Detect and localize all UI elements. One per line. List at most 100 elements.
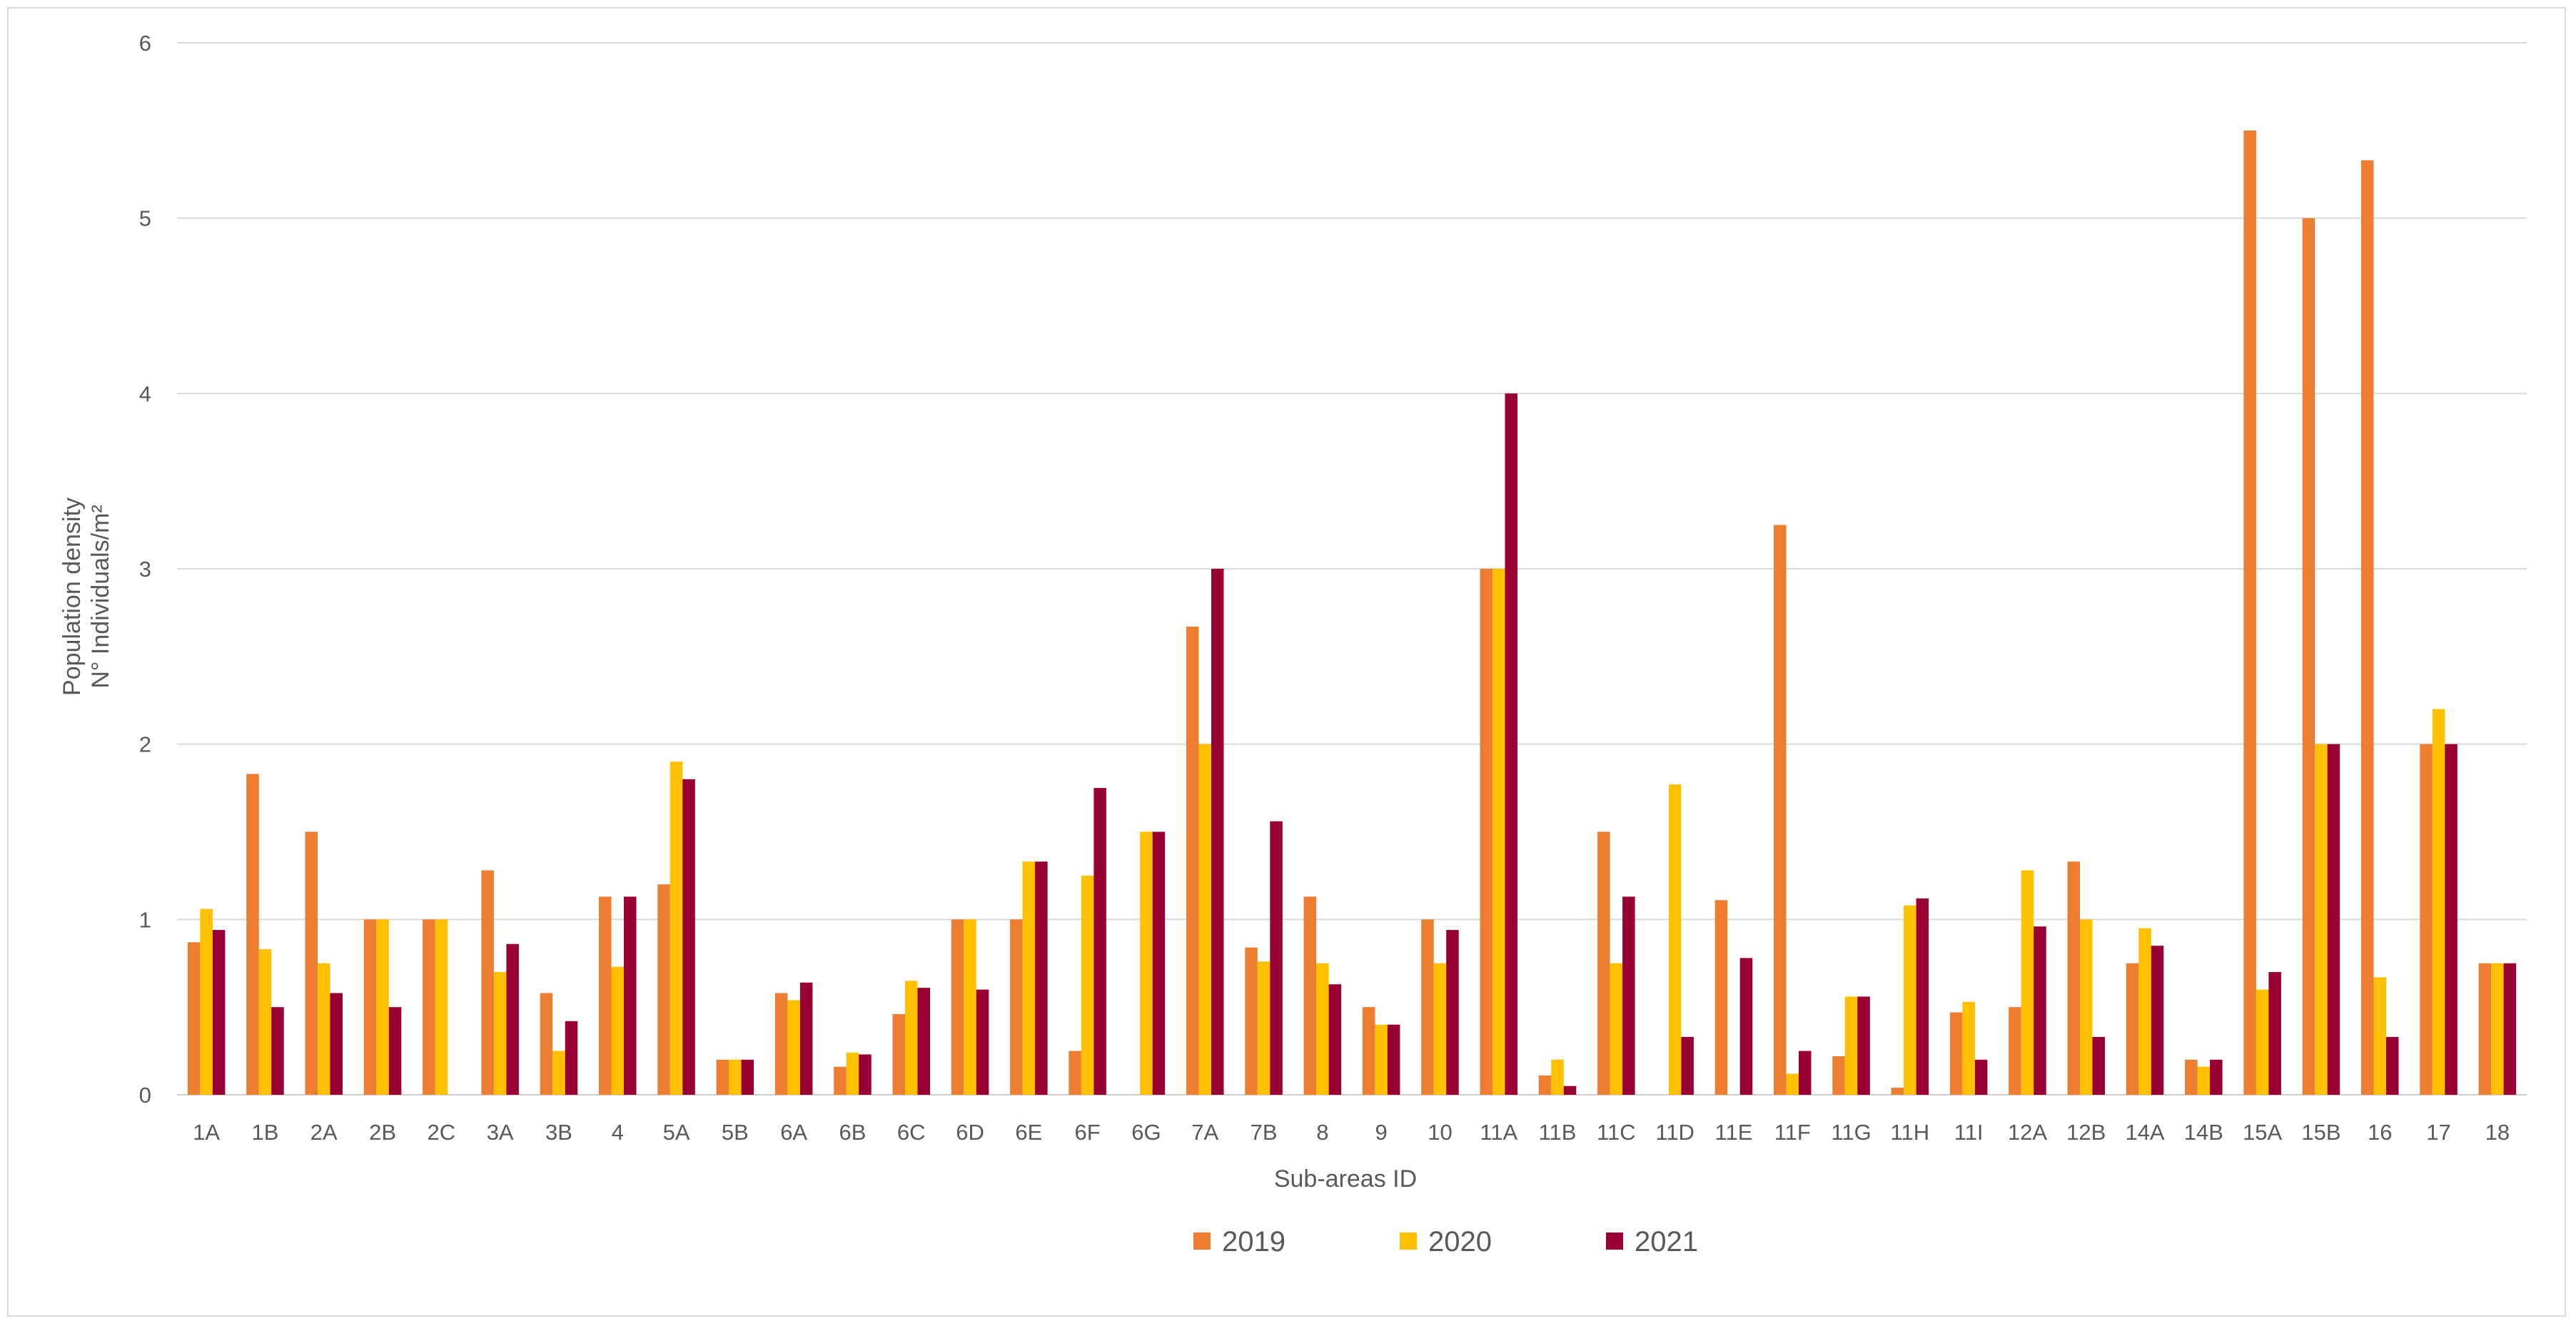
legend-swatch-2019 (1193, 1233, 1211, 1250)
bar-2020-17 (2432, 709, 2445, 1095)
bar-2020-9 (1375, 1024, 1388, 1095)
x-tick-label: 4 (612, 1120, 624, 1145)
bar-2021-7A (1211, 569, 1224, 1095)
bar-2019-14A (2126, 963, 2139, 1095)
bar-2019-2C (423, 919, 435, 1095)
bar-2021-6F (1093, 788, 1106, 1095)
bar-2021-15A (2268, 972, 2281, 1095)
bar-2019-11H (1891, 1088, 1904, 1095)
bar-2021-7B (1270, 821, 1283, 1095)
bar-2021-9 (1387, 1024, 1400, 1095)
legend-label-2021: 2021 (1635, 1226, 1698, 1257)
bar-2019-18 (2478, 963, 2492, 1095)
bar-2021-11D (1681, 1036, 1694, 1095)
legend-label-2020: 2020 (1428, 1226, 1492, 1257)
bar-2021-5A (682, 779, 695, 1095)
bar-2019-3B (540, 993, 553, 1095)
bar-2021-11I (1974, 1059, 1988, 1095)
x-tick-label: 11F (1774, 1120, 1811, 1145)
bar-2019-15A (2243, 130, 2256, 1095)
x-tick-label: 7B (1251, 1120, 1278, 1145)
y-tick-label: 2 (139, 732, 151, 757)
bar-2019-6A (774, 993, 788, 1095)
bar-2019-1B (246, 774, 259, 1095)
y-tick-label: 5 (139, 206, 151, 231)
bar-2020-8 (1316, 963, 1329, 1095)
legend-swatch-2020 (1400, 1233, 1417, 1250)
bar-2021-16 (2386, 1036, 2399, 1095)
bar-2020-11B (1551, 1059, 1564, 1095)
bar-2020-11H (1904, 905, 1916, 1095)
x-tick-label: 15B (2301, 1120, 2340, 1145)
bar-2019-14B (2185, 1059, 2198, 1095)
x-tick-label: 6D (956, 1120, 984, 1145)
bar-2021-18 (2503, 963, 2517, 1095)
x-tick-label: 3B (545, 1120, 572, 1145)
bar-2020-11C (1610, 963, 1623, 1095)
bar-2021-15B (2327, 744, 2340, 1095)
x-tick-label: 16 (2368, 1120, 2392, 1145)
x-tick-label: 7A (1191, 1120, 1218, 1145)
bar-2020-2A (318, 963, 330, 1095)
bar-2019-2B (363, 919, 377, 1095)
x-tick-label: 14A (2125, 1120, 2164, 1145)
bar-2019-4 (599, 896, 612, 1095)
bar-2021-1A (212, 930, 226, 1095)
bar-2021-11B (1563, 1085, 1577, 1095)
y-tick-label: 4 (139, 381, 151, 406)
y-tick-label: 0 (139, 1083, 151, 1108)
bar-2021-6A (799, 982, 813, 1095)
bar-2021-11E (1739, 958, 1753, 1095)
bar-2021-1B (271, 1007, 284, 1095)
bar-2021-14A (2151, 946, 2164, 1095)
bar-2020-6A (787, 1000, 800, 1095)
bar-2021-6C (917, 988, 930, 1095)
x-tick-label: 6F (1075, 1120, 1101, 1145)
bar-2020-6E (1022, 861, 1036, 1095)
bar-2020-11F (1786, 1073, 1799, 1095)
bar-2021-6D (976, 989, 989, 1095)
bar-2019-11F (1774, 525, 1787, 1095)
bar-2020-1B (258, 949, 272, 1095)
bar-2020-5B (729, 1059, 742, 1095)
bar-2020-14A (2138, 928, 2151, 1095)
chart-frame (7, 7, 2566, 1317)
x-tick-label: 11E (1715, 1120, 1753, 1145)
x-tick-label: 15A (2243, 1120, 2282, 1145)
axis-titles: Sub-areas ID Population density N° Indiv… (59, 497, 1417, 1193)
bar-2019-7A (1186, 627, 1199, 1095)
bar-2020-11D (1668, 784, 1682, 1095)
x-tick-label: 6C (897, 1120, 926, 1145)
x-tick-label: 11I (1954, 1120, 1984, 1145)
x-tick-label: 5B (722, 1120, 749, 1145)
x-tick-label: 12B (2066, 1120, 2106, 1145)
bar-2021-5B (741, 1059, 754, 1095)
x-tick-label: 5A (663, 1120, 690, 1145)
bar-2019-15B (2302, 218, 2315, 1095)
y-tick-label: 1 (139, 907, 151, 932)
bar-2019-17 (2420, 744, 2433, 1095)
y-axis-title-line-1: Population density (59, 497, 86, 696)
gridlines (177, 42, 2527, 1095)
bar-2021-2B (388, 1007, 402, 1095)
bar-2020-6D (964, 919, 976, 1095)
y-tick-labels: 0 1 2 3 4 5 6 (139, 31, 151, 1108)
bar-2020-2B (376, 919, 389, 1095)
bar-2019-11E (1714, 900, 1728, 1095)
bar-2019-11G (1832, 1056, 1845, 1095)
bar-2021-8 (1328, 984, 1342, 1095)
bar-2019-12B (2067, 861, 2080, 1095)
bar-2021-6G (1152, 831, 1166, 1095)
x-tick-label: 2C (428, 1120, 456, 1145)
bar-2019-3A (481, 870, 494, 1095)
bar-2019-11I (1949, 1012, 1963, 1095)
bar-2019-8 (1303, 896, 1317, 1095)
bar-2021-17 (2445, 744, 2458, 1095)
bar-2019-2A (305, 831, 318, 1095)
x-tick-label: 11D (1655, 1120, 1694, 1145)
bar-2020-11A (1492, 569, 1505, 1095)
bar-2019-6E (1010, 919, 1023, 1095)
bar-2019-6C (892, 1013, 905, 1095)
x-tick-label: 2A (310, 1120, 338, 1145)
y-tick-label: 3 (139, 557, 151, 582)
